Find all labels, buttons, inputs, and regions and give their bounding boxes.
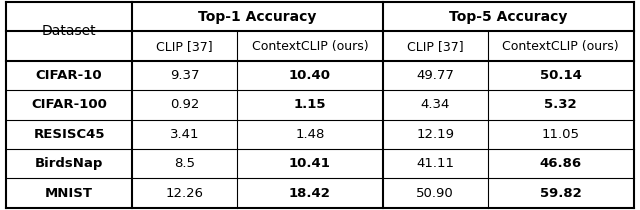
- Text: BirdsNap: BirdsNap: [35, 157, 103, 170]
- Text: 12.26: 12.26: [165, 187, 204, 200]
- Text: MNIST: MNIST: [45, 187, 93, 200]
- Text: 41.11: 41.11: [416, 157, 454, 170]
- Text: Dataset: Dataset: [42, 25, 97, 38]
- Text: 46.86: 46.86: [540, 157, 582, 170]
- Text: 3.41: 3.41: [170, 128, 199, 141]
- Text: 10.41: 10.41: [289, 157, 331, 170]
- Text: Top-5 Accuracy: Top-5 Accuracy: [449, 10, 567, 24]
- Text: 9.37: 9.37: [170, 69, 199, 82]
- Text: 10.40: 10.40: [289, 69, 331, 82]
- Text: 49.77: 49.77: [417, 69, 454, 82]
- Text: RESISC45: RESISC45: [33, 128, 105, 141]
- Text: 59.82: 59.82: [540, 187, 582, 200]
- Text: 1.48: 1.48: [295, 128, 324, 141]
- Text: 1.15: 1.15: [294, 98, 326, 112]
- Text: 12.19: 12.19: [416, 128, 454, 141]
- Text: 0.92: 0.92: [170, 98, 199, 112]
- Text: 50.90: 50.90: [417, 187, 454, 200]
- Text: 18.42: 18.42: [289, 187, 331, 200]
- Text: CIFAR-10: CIFAR-10: [36, 69, 102, 82]
- Text: CLIP [37]: CLIP [37]: [407, 40, 463, 53]
- Text: ContextCLIP (ours): ContextCLIP (ours): [502, 40, 619, 53]
- Text: Top-1 Accuracy: Top-1 Accuracy: [198, 10, 316, 24]
- Text: 8.5: 8.5: [174, 157, 195, 170]
- Text: ContextCLIP (ours): ContextCLIP (ours): [252, 40, 368, 53]
- Text: 4.34: 4.34: [420, 98, 450, 112]
- Text: 50.14: 50.14: [540, 69, 582, 82]
- Text: 5.32: 5.32: [545, 98, 577, 112]
- Text: 11.05: 11.05: [541, 128, 580, 141]
- Text: CLIP [37]: CLIP [37]: [156, 40, 212, 53]
- Text: CIFAR-100: CIFAR-100: [31, 98, 107, 112]
